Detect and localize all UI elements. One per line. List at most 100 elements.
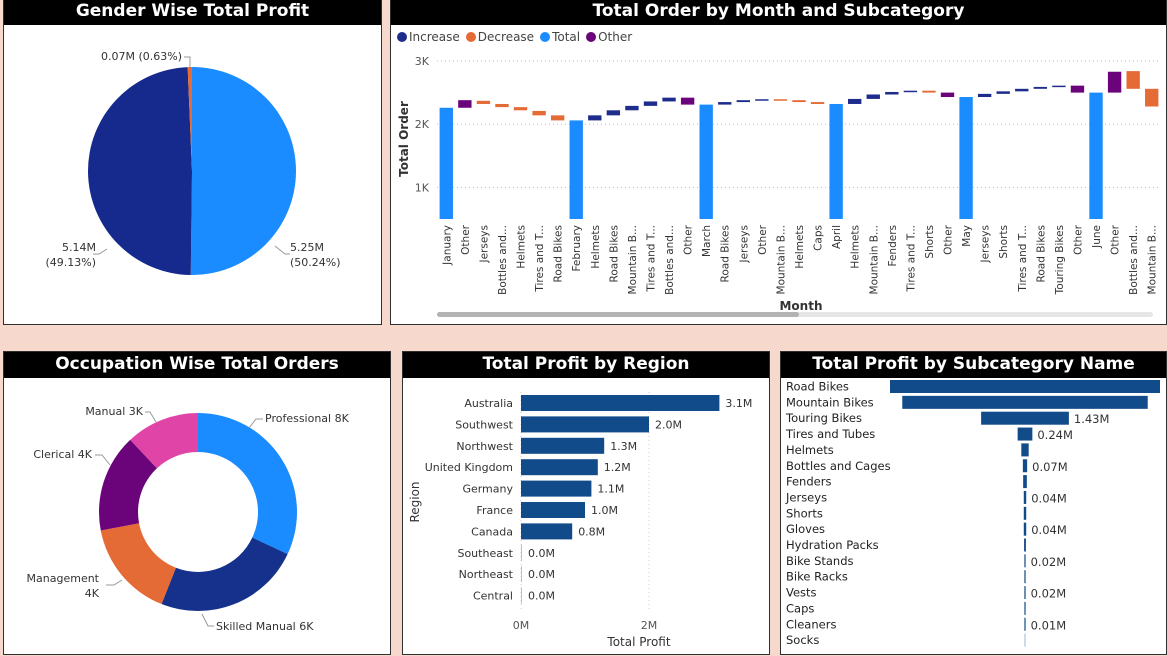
- order-waterfall-panel: Total Order by Month and Subcategory Inc…: [390, 0, 1167, 325]
- donut-slice[interactable]: [98, 439, 157, 531]
- waterfall-bar[interactable]: [903, 90, 918, 93]
- waterfall-bar[interactable]: [643, 101, 658, 106]
- category-label: Helmets: [786, 443, 834, 457]
- region-profit-bar-chart[interactable]: 0M 2M Total Profit Region Australia 3.1M South…: [403, 352, 771, 656]
- donut-slice[interactable]: [100, 523, 176, 605]
- pie-slice[interactable]: [190, 67, 297, 275]
- subcategory-bar[interactable]: [1024, 601, 1026, 615]
- waterfall-bar[interactable]: [476, 100, 491, 104]
- region-bar[interactable]: [521, 523, 573, 540]
- subcategory-bar[interactable]: [1024, 617, 1026, 631]
- waterfall-bar[interactable]: [718, 102, 732, 105]
- region-bar[interactable]: [521, 566, 522, 583]
- subcategory-bar[interactable]: [902, 395, 1148, 409]
- subcategory-bar[interactable]: [1023, 475, 1027, 489]
- waterfall-scroll-thumb[interactable]: [437, 312, 799, 317]
- waterfall-bar[interactable]: [569, 120, 583, 219]
- subcategory-bar[interactable]: [1024, 554, 1026, 568]
- y-tick-label: 2K: [415, 118, 430, 131]
- subcategory-bar[interactable]: [1023, 506, 1027, 520]
- region-bar[interactable]: [521, 587, 522, 604]
- donut-slice[interactable]: [130, 413, 198, 469]
- region-bar[interactable]: [521, 437, 605, 454]
- region-bar[interactable]: [521, 416, 649, 433]
- x-tick-label: Tires and T...: [645, 225, 657, 293]
- waterfall-bar[interactable]: [736, 100, 750, 103]
- subcategory-bar[interactable]: [981, 411, 1069, 425]
- waterfall-bar[interactable]: [699, 104, 713, 219]
- order-waterfall-chart[interactable]: 1K 2K 3K Total Order Month January Other Jersey…: [391, 0, 1167, 326]
- donut-leader-line: [145, 411, 157, 423]
- waterfall-bar[interactable]: [959, 97, 973, 219]
- waterfall-bar[interactable]: [1070, 85, 1085, 93]
- waterfall-bar[interactable]: [606, 110, 621, 116]
- waterfall-bar[interactable]: [1126, 71, 1140, 89]
- donut-leader-line: [201, 613, 214, 627]
- subcategory-bar[interactable]: [1024, 586, 1026, 600]
- waterfall-bar[interactable]: [940, 92, 955, 98]
- subcategory-bar[interactable]: [1023, 490, 1027, 504]
- subcategory-bar[interactable]: [1024, 538, 1026, 552]
- waterfall-bar[interactable]: [810, 102, 825, 104]
- waterfall-bar[interactable]: [755, 99, 769, 101]
- subcategory-bar[interactable]: [1023, 522, 1027, 536]
- waterfall-bar[interactable]: [977, 93, 992, 98]
- gender-profit-pie-chart[interactable]: 5.25M (50.24%) 5.14M (49.13%) 0.07M (0.63%): [4, 0, 383, 326]
- subcategory-bar[interactable]: [890, 380, 1160, 393]
- legend-item-increase[interactable]: Increase: [397, 30, 460, 44]
- category-label: Mountain Bikes: [786, 395, 874, 409]
- category-label: Caps: [786, 601, 814, 615]
- waterfall-bar[interactable]: [625, 105, 639, 111]
- region-bar[interactable]: [521, 395, 720, 411]
- waterfall-bar[interactable]: [866, 94, 880, 99]
- legend-item-other[interactable]: Other: [586, 30, 632, 44]
- waterfall-bar[interactable]: [495, 103, 509, 108]
- waterfall-bar[interactable]: [1145, 88, 1159, 107]
- y-tick-label: Southwest: [455, 418, 513, 431]
- subcategory-bar[interactable]: [1024, 633, 1026, 647]
- bar-data-label: 1.0M: [591, 504, 618, 517]
- waterfall-bar[interactable]: [680, 97, 695, 105]
- waterfall-bar[interactable]: [662, 97, 676, 102]
- legend-item-decrease[interactable]: Decrease: [465, 30, 534, 44]
- subcategory-bar[interactable]: [1022, 459, 1028, 473]
- waterfall-bar[interactable]: [550, 115, 565, 121]
- waterfall-bar[interactable]: [829, 103, 843, 219]
- pie-slice[interactable]: [87, 67, 192, 275]
- waterfall-bar[interactable]: [996, 91, 1010, 94]
- region-bar[interactable]: [521, 502, 585, 518]
- region-bar[interactable]: [521, 480, 592, 497]
- subcategory-bar[interactable]: [1021, 443, 1029, 457]
- waterfall-bar[interactable]: [1052, 85, 1066, 88]
- waterfall-bar[interactable]: [773, 99, 788, 101]
- waterfall-bar[interactable]: [848, 98, 862, 104]
- waterfall-bar[interactable]: [1107, 71, 1122, 93]
- waterfall-bar[interactable]: [885, 91, 899, 95]
- waterfall-bar[interactable]: [1089, 92, 1103, 219]
- waterfall-scrollbar[interactable]: [437, 312, 1153, 317]
- donut-slice[interactable]: [161, 537, 288, 611]
- waterfall-bar[interactable]: [1033, 86, 1048, 89]
- region-bar[interactable]: [521, 544, 522, 561]
- category-label: Shorts: [786, 506, 823, 520]
- pie-data-label: 5.25M: [290, 241, 324, 254]
- waterfall-bar[interactable]: [513, 107, 528, 111]
- category-label: Bottles and Cages: [786, 459, 891, 473]
- subcategory-bar[interactable]: [1024, 570, 1026, 584]
- region-bar[interactable]: [521, 459, 598, 476]
- donut-slice[interactable]: [198, 413, 297, 555]
- waterfall-bar[interactable]: [588, 115, 602, 121]
- waterfall-bar[interactable]: [458, 100, 472, 108]
- waterfall-bar[interactable]: [532, 110, 546, 116]
- subcategory-bar[interactable]: [1017, 427, 1033, 441]
- waterfall-bar[interactable]: [1015, 88, 1029, 92]
- waterfall-bar[interactable]: [792, 100, 806, 103]
- waterfall-bar[interactable]: [922, 90, 936, 93]
- waterfall-bar[interactable]: [439, 107, 453, 219]
- waterfall-legend: Increase Decrease Total Other: [397, 30, 632, 44]
- legend-item-total[interactable]: Total: [540, 30, 580, 44]
- pie-slice[interactable]: [187, 67, 192, 171]
- occupation-donut-chart[interactable]: Professional 8K Skilled Manual 6K Manageme…: [4, 352, 392, 656]
- legend-marker: [586, 32, 597, 42]
